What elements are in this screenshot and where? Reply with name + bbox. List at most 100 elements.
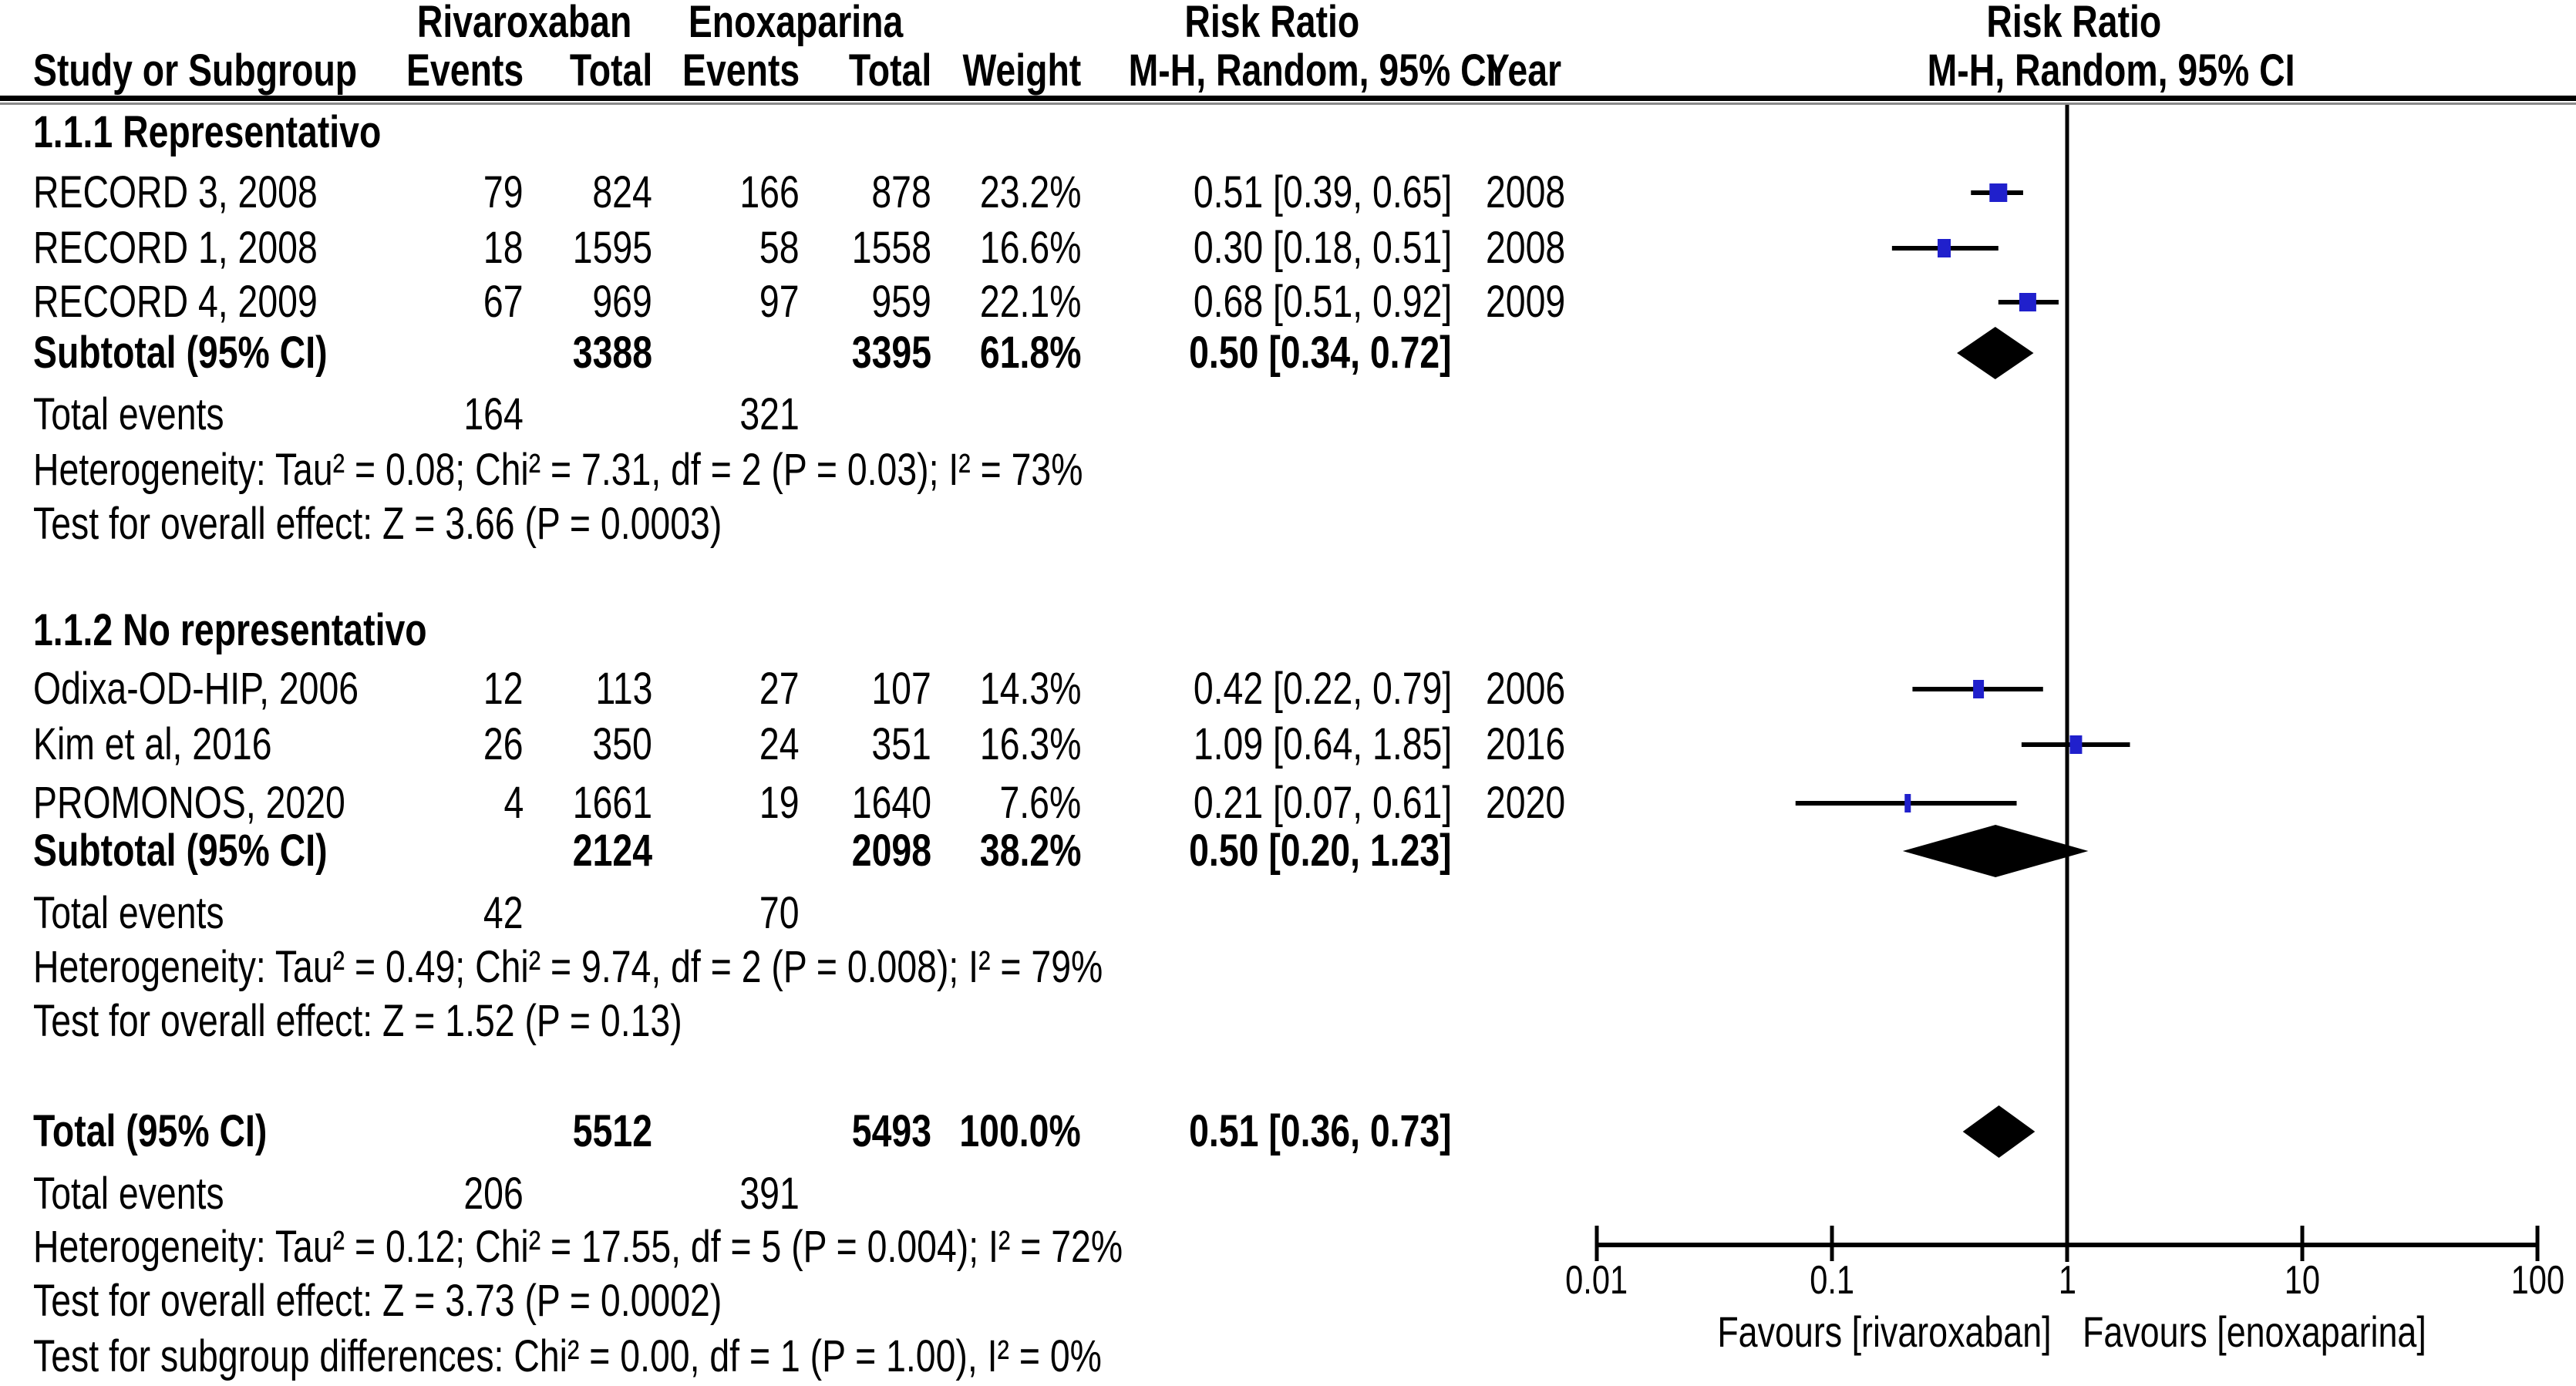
effect-square — [1904, 794, 1911, 812]
weight: 14.3% — [865, 661, 1081, 717]
total-events-label: Total events — [33, 886, 573, 941]
total-enox-text: 1640 — [851, 778, 931, 828]
total-enox-text: 1558 — [851, 223, 931, 273]
events-riva: 79 — [331, 165, 524, 220]
risk-ratio-ci-text: 0.68 [0.51, 0.92] — [1193, 277, 1452, 327]
year-text: 2008 — [1486, 167, 1566, 217]
col-header-year-label: Year — [1486, 45, 1562, 96]
overall-effect-row: Test for overall effect: Z = 3.66 (P = 0… — [0, 496, 2576, 552]
subtotal-label: Subtotal (95% CI) — [33, 823, 573, 879]
total-riva: 350 — [460, 717, 652, 772]
col-header-total-riva-label: Total — [569, 45, 652, 96]
risk-ratio-ci-text: 0.42 [0.22, 0.79] — [1193, 664, 1452, 714]
subtotal-total-riva: 3388 — [460, 325, 652, 381]
events-enox-text: 97 — [759, 277, 800, 327]
total-events-enox: 391 — [607, 1166, 800, 1222]
weight: 7.6% — [865, 775, 1081, 831]
heterogeneity-text: Heterogeneity: Tau² = 0.08; Chi² = 7.31,… — [33, 442, 1575, 498]
col-header-total-enox-label: Total — [848, 45, 931, 96]
year: 2009 — [1486, 274, 1655, 330]
total-events-enox: 70 — [607, 886, 800, 941]
risk-ratio-ci: 0.68 [0.51, 0.92] — [1066, 274, 1452, 330]
total-events-label: Total events — [33, 1166, 573, 1222]
year: 2008 — [1486, 165, 1655, 220]
weight: 16.3% — [865, 717, 1081, 772]
study-name: Kim et al, 2016 — [33, 717, 573, 772]
subgroup-differences-row: Test for subgroup differences: Chi² = 0.… — [0, 1329, 2576, 1384]
heterogeneity-row: Heterogeneity: Tau² = 0.08; Chi² = 7.31,… — [0, 442, 2576, 498]
total-events-label-text: Total events — [33, 389, 224, 439]
axis-tick-label: 10 — [2210, 1260, 2395, 1301]
col-group-rivaroxaban-label: Rivaroxaban — [416, 0, 632, 47]
col-group-rivaroxaban: Rivaroxaban — [370, 0, 679, 45]
total-events-riva-text: 164 — [463, 389, 524, 439]
col-header-events-riva: Events — [331, 46, 524, 96]
events-enox-text: 58 — [759, 223, 800, 273]
events-riva: 18 — [331, 220, 524, 276]
total-riva-text: 113 — [595, 664, 652, 714]
risk-ratio-ci-text: 1.09 [0.64, 1.85] — [1193, 719, 1452, 769]
subtotal-weight: 61.8% — [865, 325, 1081, 381]
year-text: 2006 — [1486, 664, 1566, 714]
events-riva-text: 26 — [483, 719, 524, 769]
study-row: RECORD 4, 2009 67 969 97 959 22.1% 0.68 [0.51,… — [0, 274, 2576, 330]
col-group-enoxaparina: Enoxaparina — [641, 0, 950, 45]
subgroup-title: 1.1.1 Representativo — [33, 105, 1575, 160]
risk-ratio-ci: 0.21 [0.07, 0.61] — [1066, 775, 1452, 831]
col-header-total-riva: Total — [460, 46, 652, 96]
axis-tick-label-text: 100 — [2510, 1258, 2564, 1303]
subtotal-total-riva-text: 2124 — [572, 826, 652, 876]
col-header-year: Year — [1486, 46, 1655, 96]
events-riva-text: 79 — [483, 167, 524, 217]
col-header-study-label: Study or Subgroup — [33, 45, 358, 96]
risk-ratio-ci: 0.51 [0.39, 0.65] — [1066, 165, 1452, 220]
axis-tick-label-text: 0.01 — [1565, 1258, 1628, 1303]
total-enox: 1640 — [739, 775, 931, 831]
weight-text: 16.3% — [979, 719, 1081, 769]
events-enox: 58 — [607, 220, 800, 276]
risk-ratio-ci: 1.09 [0.64, 1.85] — [1066, 717, 1452, 772]
year-text: 2008 — [1486, 223, 1566, 273]
year: 2016 — [1486, 717, 1655, 772]
col-header-method-ci-plot-label: M-H, Random, 95% CI — [1927, 45, 2295, 96]
study-name-text: RECORD 4, 2009 — [33, 277, 318, 327]
subtotal-ci-text: 0.50 [0.34, 0.72] — [1189, 328, 1452, 378]
subtotal-ci-text: 0.50 [0.20, 1.23] — [1189, 826, 1452, 876]
total-events-enox: 321 — [607, 387, 800, 442]
weight-text: 16.6% — [979, 223, 1081, 273]
total-events-label: Total events — [33, 387, 573, 442]
col-header-method-ci-label: M-H, Random, 95% CI — [1128, 45, 1497, 96]
favours-right-text: Favours [enoxaparina] — [2083, 1307, 2426, 1356]
subtotal-total-enox: 3395 — [739, 325, 931, 381]
favours-left-label: Favours [rivaroxaban] — [1512, 1309, 2052, 1355]
effect-square — [2019, 293, 2036, 311]
study-row: PROMONOS, 2020 4 1661 19 1640 7.6% 0.21 [0.07,… — [0, 775, 2576, 831]
header-divider-shadow — [0, 103, 2576, 105]
total-label: Total (95% CI) — [33, 1104, 573, 1159]
subtotal-total-riva-text: 3388 — [572, 328, 652, 378]
subtotal-label-text: Subtotal (95% CI) — [33, 826, 328, 876]
study-name-text: Kim et al, 2016 — [33, 719, 272, 769]
total-events-enox-text: 321 — [739, 389, 800, 439]
total-events-label-text: Total events — [33, 888, 224, 938]
subgroup-differences-text: Test for subgroup differences: Chi² = 0.… — [33, 1329, 1575, 1384]
subtotal-total-enox-text: 2098 — [851, 826, 931, 876]
total-events-riva-text: 206 — [463, 1169, 524, 1219]
weight: 22.1% — [865, 274, 1081, 330]
grand-total-enox: 5493 — [739, 1104, 931, 1159]
events-enox: 24 — [607, 717, 800, 772]
year-text: 2020 — [1486, 778, 1566, 828]
subtotal-diamond — [1902, 825, 2089, 877]
total-riva: 113 — [460, 661, 652, 717]
subtotal-weight-text: 38.2% — [979, 826, 1081, 876]
header-divider — [0, 96, 2576, 101]
total-riva: 969 — [460, 274, 652, 330]
risk-ratio-plot-label: Risk Ratio — [1986, 0, 2162, 47]
grand-total-ci: 0.51 [0.36, 0.73] — [1066, 1104, 1452, 1159]
subgroup-differences-text-text: Test for subgroup differences: Chi² = 0.… — [33, 1331, 1102, 1381]
events-riva: 12 — [331, 661, 524, 717]
total-enox: 107 — [739, 661, 931, 717]
grand-total-weight: 100.0% — [865, 1104, 1081, 1159]
